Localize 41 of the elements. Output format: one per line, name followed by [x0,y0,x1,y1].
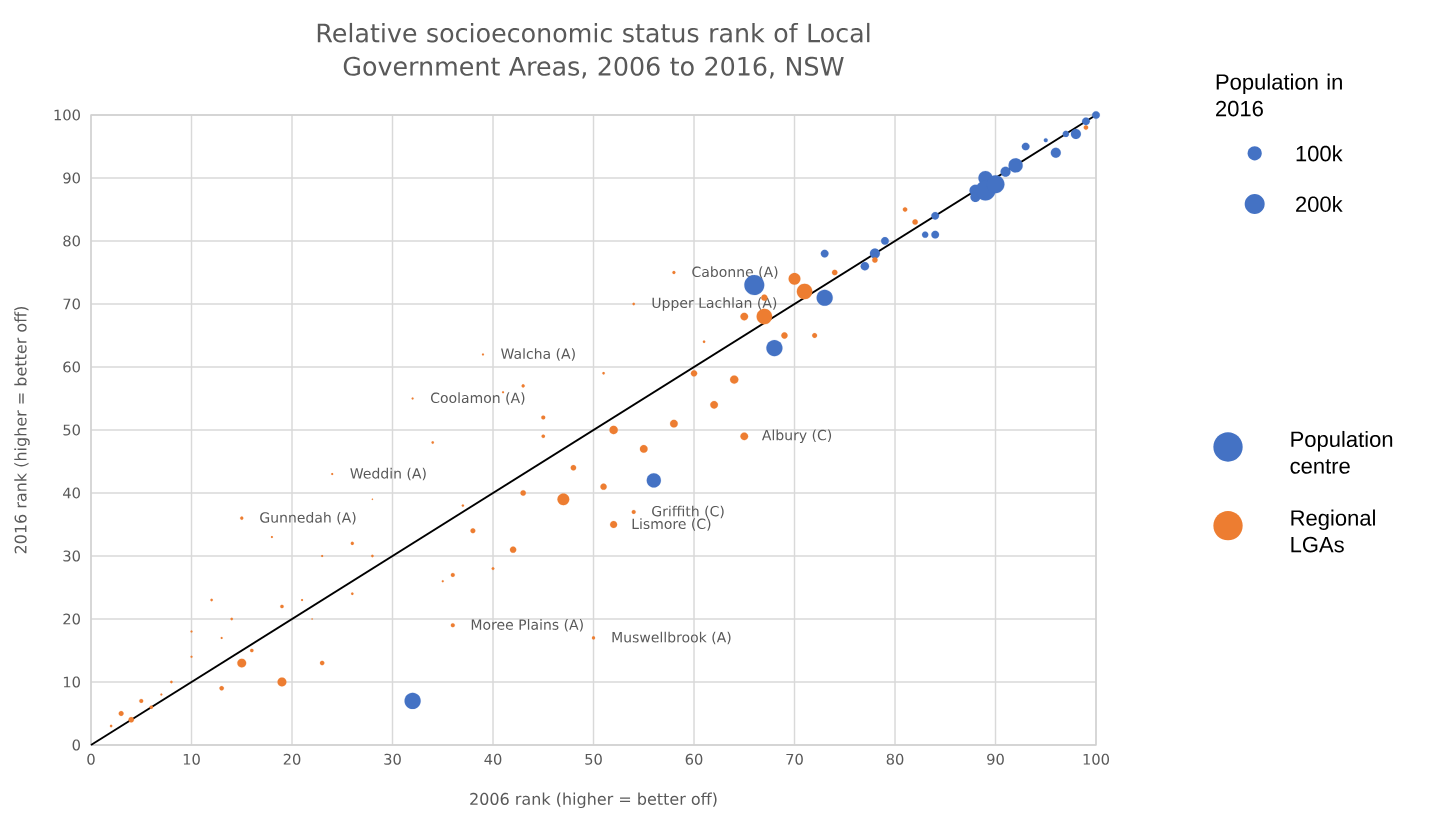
annotation: Moree Plains (A) [471,619,583,632]
y-tick-label: 40 [63,487,80,499]
annotation: Muswellbrook (A) [612,631,731,645]
x-tick-label: 100 [1083,753,1110,765]
x-tick-label: 60 [685,753,703,765]
y-tick-label: 60 [63,361,80,373]
y-tick-label: 10 [63,676,80,688]
y-tick-label: 80 [63,235,80,247]
y-tick-label: 30 [63,550,80,562]
x-tick-label: 30 [384,753,401,765]
legend-label: 200k [1296,195,1343,213]
y-tick-label: 50 [63,424,80,436]
x-tick-label: 70 [786,753,803,765]
legend-label: Population centre [1290,430,1393,474]
y-tick-label: 20 [63,613,80,625]
y-axis-title: 2016 rank (higher = better off) [14,306,30,554]
annotation: Gunnedah (A) [260,511,356,525]
legend-label: 100k [1296,145,1343,162]
annotation: Lismore (C) [632,518,711,531]
x-tick-label: 80 [886,753,904,765]
x-axis-title: 2006 rank (higher = better off) [470,792,717,809]
annotation: Upper Lachlan (A) [652,297,777,311]
x-tick-label: 10 [183,753,200,765]
annotation: Griffith (C) [652,505,724,519]
annotation: Weddin (A) [350,467,426,481]
x-tick-label: 40 [484,753,502,765]
y-tick-label: 0 [72,739,80,751]
annotation: Cabonne (A) [692,266,778,279]
annotation: Walcha (A) [501,348,575,361]
legend-title: Population in 2016 [1216,73,1342,117]
y-tick-label: 100 [54,109,80,121]
x-tick-label: 20 [283,753,301,765]
annotation: Albury (C) [761,429,832,444]
x-tick-label: 0 [87,753,95,765]
legend-label: Regional LGAs [1291,509,1375,553]
x-tick-label: 90 [987,753,1004,765]
y-tick-label: 90 [63,172,80,184]
y-tick-label: 70 [63,298,80,310]
x-tick-label: 50 [585,753,602,765]
chart-title: Relative socioeconomic status rank of Local Government Areas, 2006 to 2016, NSW [317,22,870,79]
annotation: Coolamon (A) [431,392,525,405]
